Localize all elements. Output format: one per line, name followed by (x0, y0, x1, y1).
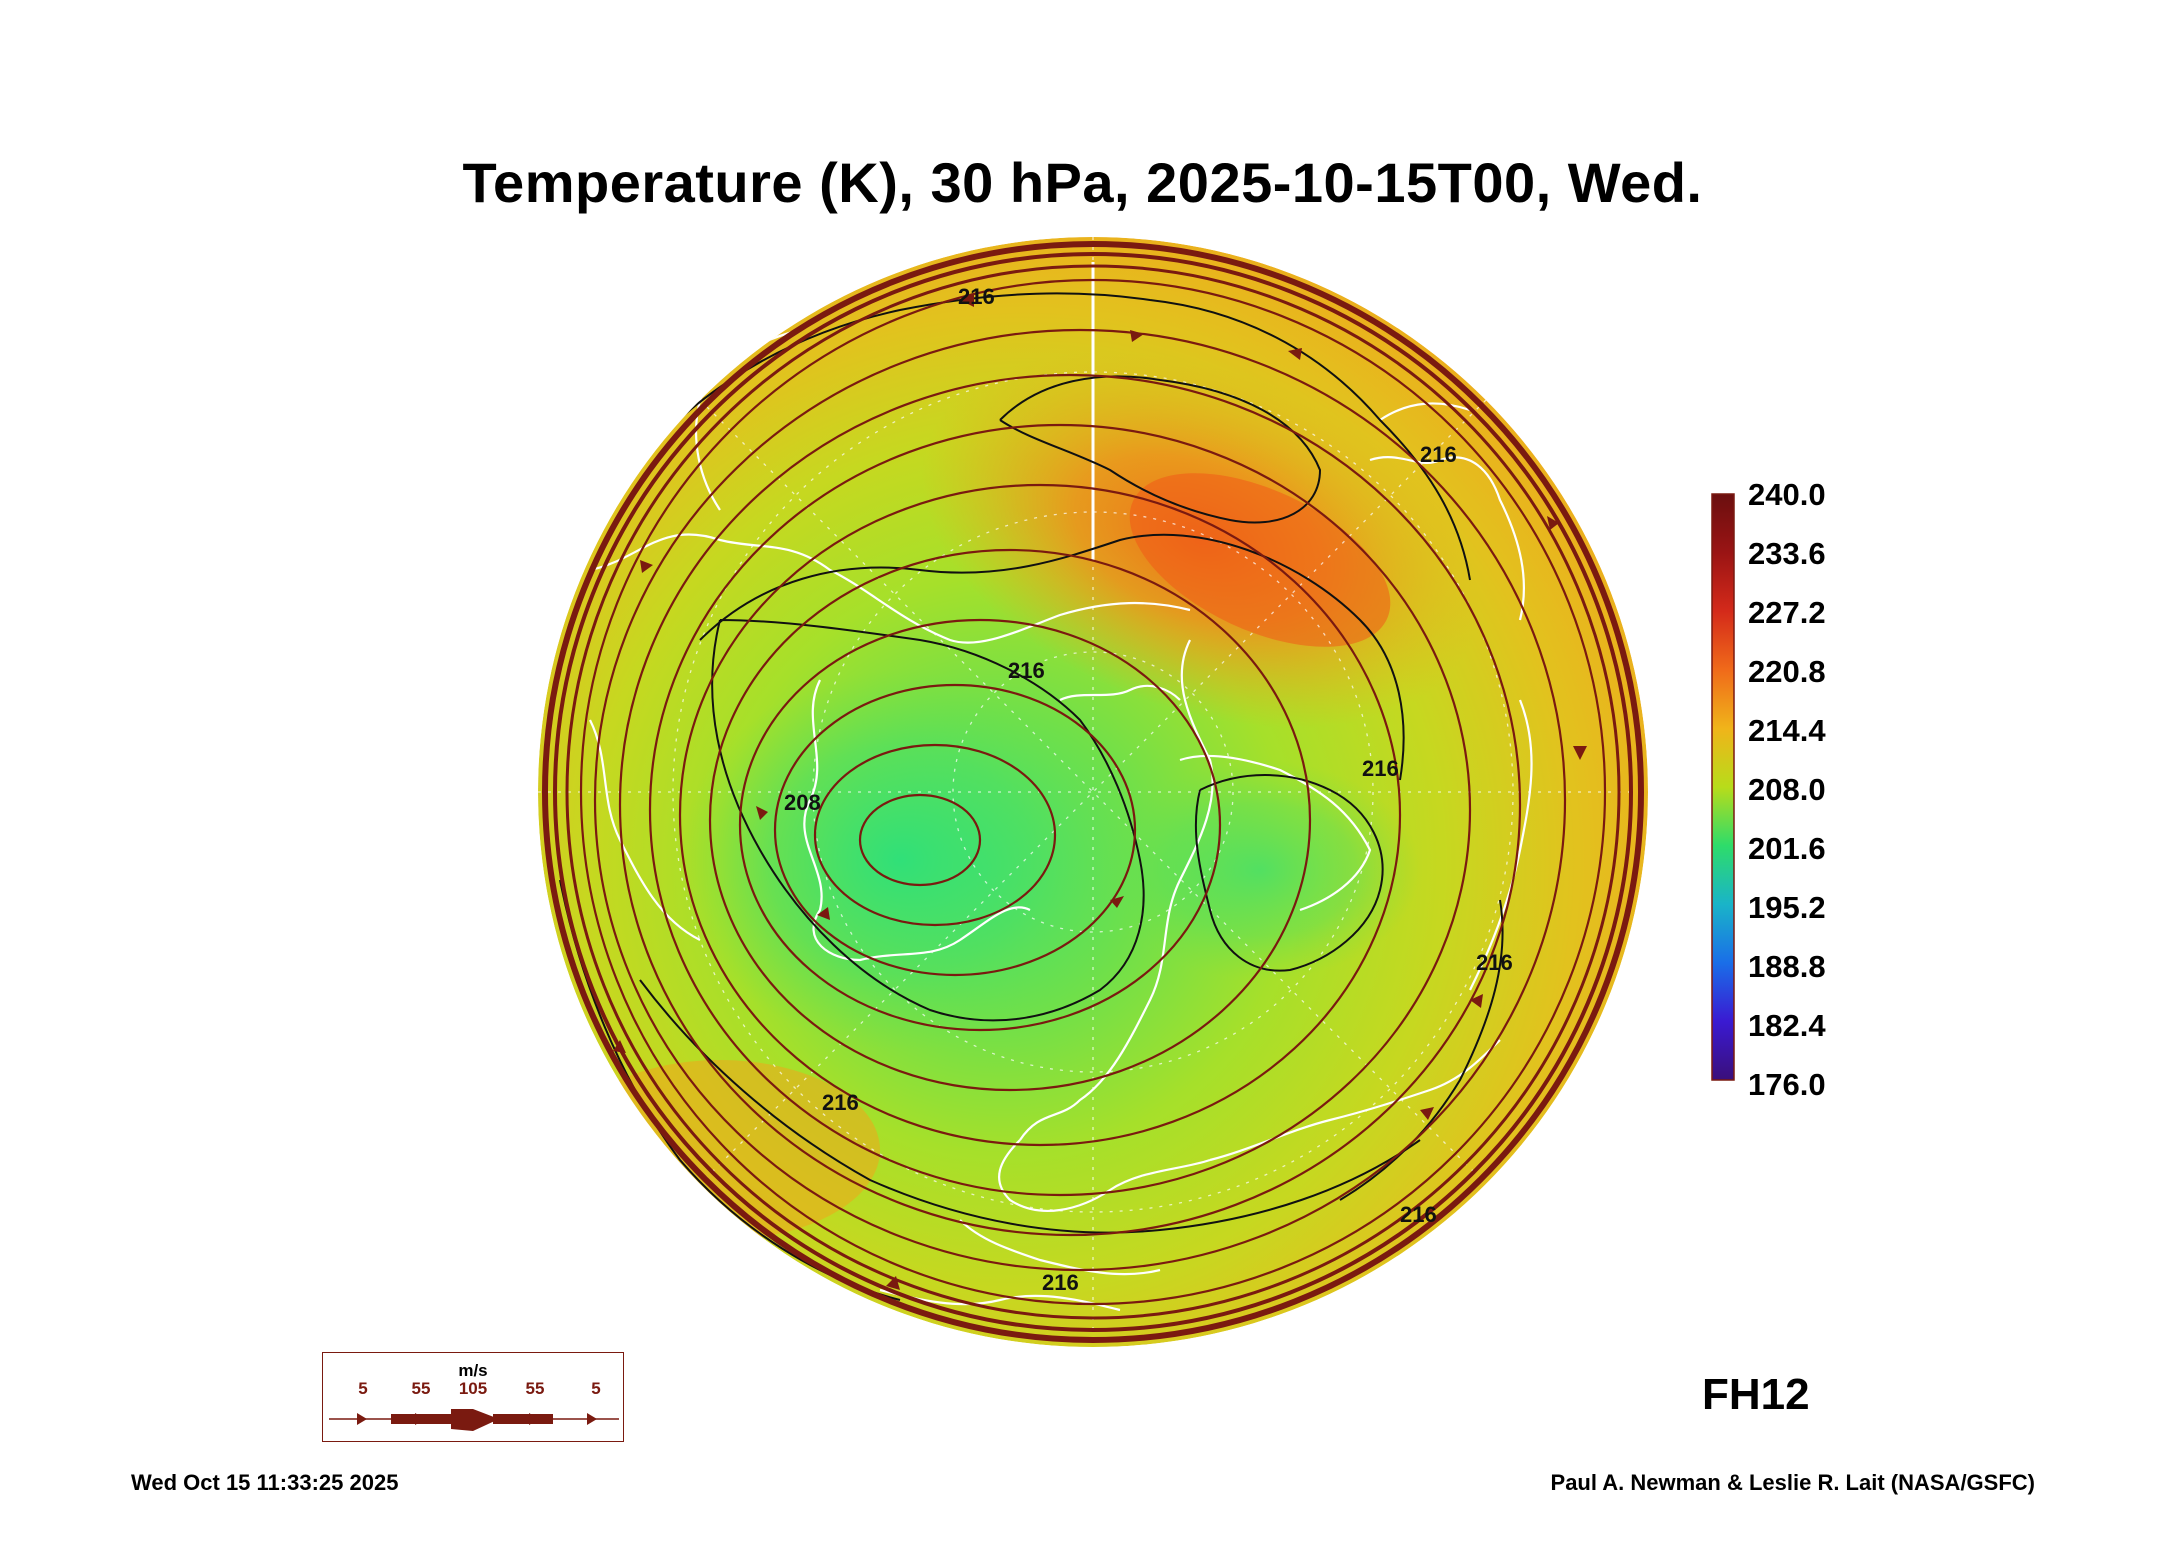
map-title: Temperature (K), 30 hPa, 2025-10-15T00, … (462, 151, 1703, 214)
colorbar-label: 220.8 (1748, 654, 1826, 689)
wind-value-label: 5 (591, 1379, 601, 1398)
colorbar-label: 227.2 (1748, 595, 1826, 630)
timestamp-footer: Wed Oct 15 11:33:25 2025 (131, 1470, 399, 1495)
contour-label: 216 (1042, 1270, 1079, 1295)
wind-speed-legend: m/s 5 55 105 55 5 (322, 1352, 624, 1442)
colorbar (1711, 493, 1735, 1081)
graticule (538, 237, 1648, 1347)
contour-label: 216 (1476, 950, 1513, 975)
contour-label: 208 (784, 790, 821, 815)
colorbar-label: 176.0 (1748, 1067, 1826, 1102)
stream-arrows (613, 293, 1587, 1290)
wind-value-label: 55 (525, 1379, 545, 1398)
colorbar-label: 201.6 (1748, 831, 1826, 866)
colorbar-label: 240.0 (1748, 477, 1826, 512)
wind-value-label: 105 (458, 1379, 488, 1398)
wind-value-label: 55 (411, 1379, 431, 1398)
contour-label: 216 (1362, 756, 1399, 781)
colorbar-label: 214.4 (1748, 713, 1826, 748)
contour-label-group: 216 216 216 216 216 208 216 216 216 (784, 284, 1513, 1295)
contour-label: 216 (1420, 442, 1457, 467)
temperature-contours (559, 292, 1504, 1301)
colorbar-label: 208.0 (1748, 772, 1826, 807)
contour-label: 216 (1008, 658, 1045, 683)
colorbar-label: 182.4 (1748, 1008, 1826, 1043)
streamlines (542, 241, 1644, 1343)
contour-label: 216 (1400, 1202, 1437, 1227)
forecast-hour-label: FH12 (1702, 1370, 1810, 1419)
wind-arrow-icon (329, 1409, 619, 1431)
colorbar-label: 233.6 (1748, 536, 1826, 571)
contour-label: 216 (822, 1090, 859, 1115)
contour-label: 216 (958, 284, 995, 309)
credit-footer: Paul A. Newman & Leslie R. Lait (NASA/GS… (1550, 1470, 2035, 1495)
wind-unit-label: m/s (458, 1361, 488, 1380)
wind-value-label: 5 (358, 1379, 368, 1398)
colorbar-label: 188.8 (1748, 949, 1826, 984)
colorbar-label: 195.2 (1748, 890, 1826, 925)
